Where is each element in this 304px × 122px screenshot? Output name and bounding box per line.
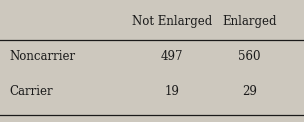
Text: 560: 560	[238, 50, 261, 63]
Text: 19: 19	[164, 85, 179, 98]
Text: Carrier: Carrier	[9, 85, 53, 98]
Text: 497: 497	[161, 50, 183, 63]
Text: Enlarged: Enlarged	[222, 15, 277, 28]
Text: Not Enlarged: Not Enlarged	[132, 15, 212, 28]
Text: Noncarrier: Noncarrier	[9, 50, 75, 63]
Text: 29: 29	[242, 85, 257, 98]
